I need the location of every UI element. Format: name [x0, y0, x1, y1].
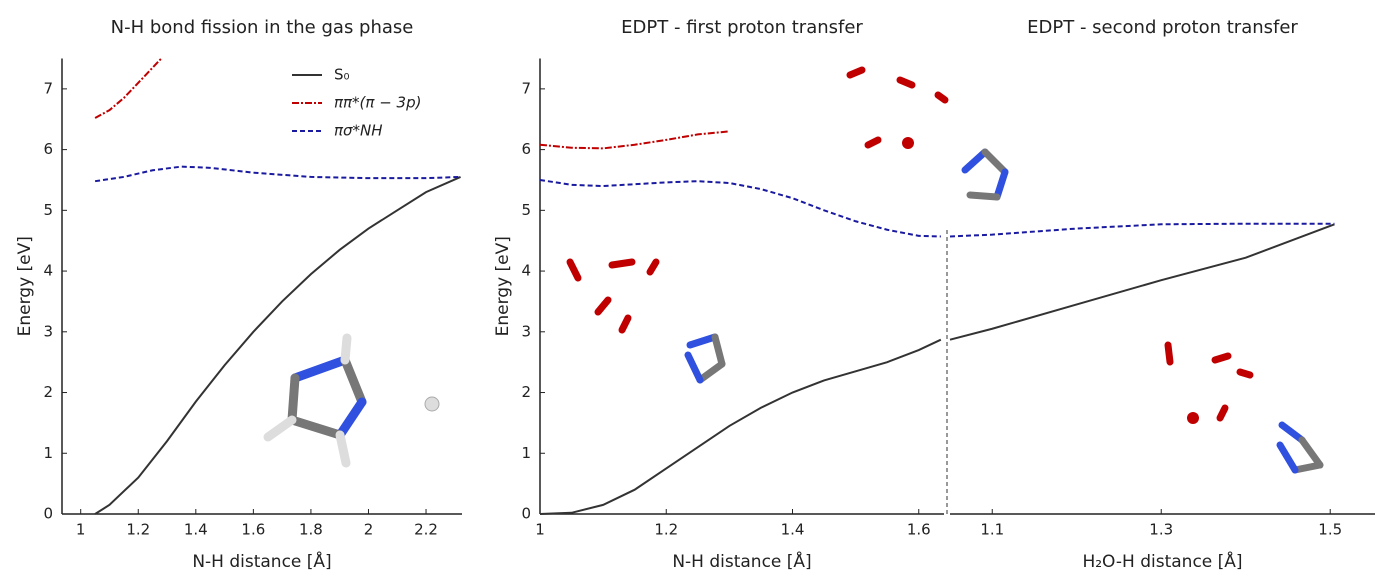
- x-axis-label: H₂O-H distance [Å]: [1082, 550, 1242, 572]
- series-line: [94, 57, 163, 119]
- y-tick-label: 4: [521, 262, 531, 280]
- y-tick-label: 5: [43, 201, 53, 219]
- x-tick-label: 1.6: [241, 521, 265, 539]
- y-tick-label: 5: [521, 201, 531, 219]
- y-tick-label: 6: [43, 140, 53, 158]
- x-axis-label: N-H distance [Å]: [672, 550, 811, 572]
- y-tick-label: 3: [521, 322, 531, 340]
- molecule-cluster-2: [846, 66, 1009, 201]
- x-tick-label: 1: [76, 521, 86, 539]
- molecule-cluster-3: [1164, 341, 1324, 474]
- y-axis-label: Energy [eV]: [493, 236, 513, 336]
- molecule-cluster-1: [566, 258, 726, 384]
- y-tick-label: 1: [43, 444, 53, 462]
- molecule-gas: [263, 333, 440, 468]
- x-tick-label: 2: [364, 521, 374, 539]
- x-axis-label: N-H distance [Å]: [192, 550, 331, 572]
- panel-title: EDPT - second proton transfer: [1027, 17, 1298, 38]
- x-tick-label: 1.2: [654, 521, 678, 539]
- y-tick-label: 0: [521, 505, 531, 523]
- x-tick-label: 1.4: [184, 521, 208, 539]
- legend-label: ππ*(π − 3p): [334, 94, 421, 112]
- y-tick-label: 6: [521, 140, 531, 158]
- series-line: [94, 165, 461, 183]
- y-tick-label: 3: [43, 322, 53, 340]
- x-tick-label: 1.1: [980, 521, 1004, 539]
- y-tick-label: 2: [521, 383, 531, 401]
- x-tick-label: 2.2: [414, 521, 438, 539]
- y-tick-label: 4: [43, 262, 53, 280]
- y-tick-label: 1: [521, 444, 531, 462]
- y-tick-label: 7: [43, 79, 53, 97]
- series-line: [94, 176, 461, 515]
- series-line: [539, 338, 942, 515]
- series-line: [539, 178, 941, 238]
- x-tick-label: 1.6: [907, 521, 931, 539]
- x-tick-label: 1.4: [781, 521, 805, 539]
- y-tick-label: 7: [521, 79, 531, 97]
- x-tick-label: 1.3: [1149, 521, 1173, 539]
- x-tick-label: 1.2: [126, 521, 150, 539]
- panel-title: EDPT - first proton transfer: [621, 17, 863, 38]
- x-tick-label: 1.8: [299, 521, 323, 539]
- legend-label: πσ*NH: [334, 122, 383, 140]
- series-line: [949, 223, 1335, 341]
- x-tick-label: 1.5: [1318, 521, 1342, 539]
- y-axis-label: Energy [eV]: [15, 236, 35, 336]
- series-line: [949, 222, 1335, 238]
- series-line: [539, 130, 730, 150]
- x-tick-label: 1: [535, 521, 545, 539]
- y-tick-label: 2: [43, 383, 53, 401]
- y-tick-label: 0: [43, 505, 53, 523]
- legend-label: S₀: [334, 66, 350, 84]
- panel-title: N-H bond fission in the gas phase: [111, 17, 414, 38]
